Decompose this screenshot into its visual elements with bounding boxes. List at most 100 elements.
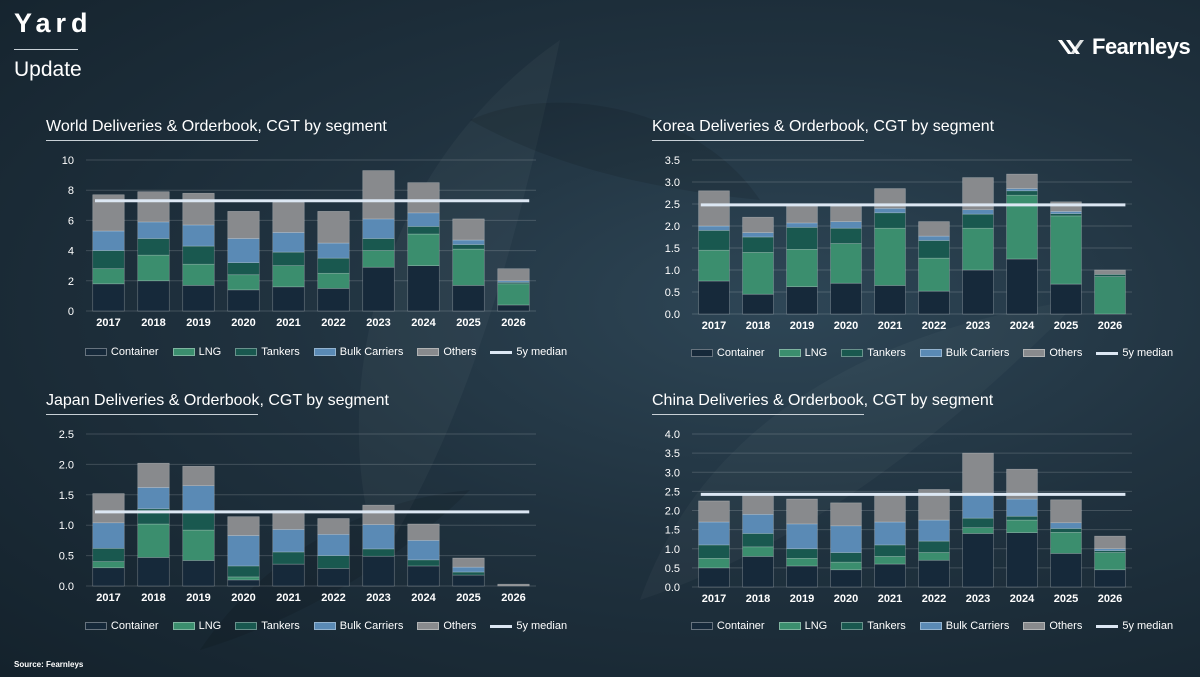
bar-segment-bulk-carriers xyxy=(918,235,950,241)
bar-segment-lng xyxy=(497,283,530,306)
x-tick-label: 2021 xyxy=(878,320,902,332)
japan-chart-svg: 0.0 0.5 1.0 1.5 2.0 2.5 2017 2018 2019 2020 2021 20… xyxy=(59,429,536,604)
y-tick-label: 6 xyxy=(68,215,74,227)
bar-segment-others xyxy=(1006,173,1038,189)
legend-item-others: Others xyxy=(417,620,476,632)
legend-swatch xyxy=(1023,349,1046,357)
bar-segment-lng xyxy=(742,546,774,557)
bar-segment-tankers xyxy=(830,552,862,563)
world-chart-panel: World Deliveries & Orderbook, CGT by seg… xyxy=(46,118,606,376)
legend-item-others: Others xyxy=(1023,620,1082,632)
legend-swatch xyxy=(778,622,801,630)
bar-segment-lng xyxy=(1094,552,1126,571)
x-tick-label: 2024 xyxy=(411,317,436,329)
legend-swatch xyxy=(841,349,864,357)
x-tick-label: 2020 xyxy=(231,317,255,329)
chart-legend: Container LNG Tankers Bulk Carriers Others 5y… xyxy=(46,346,606,358)
legend-label: Container xyxy=(110,620,159,632)
bar-segment-others xyxy=(830,502,862,527)
chart-title-underline xyxy=(652,414,864,415)
bar-segment-lng xyxy=(830,243,862,284)
bar-segment-others xyxy=(407,523,440,541)
x-tick-label: 2022 xyxy=(922,320,946,332)
x-tick-label: 2025 xyxy=(456,317,480,329)
y-tick-label: 1.0 xyxy=(665,265,680,277)
bar-segment-container xyxy=(407,265,440,312)
bar-segment-bulk-carriers xyxy=(874,208,906,214)
bar-segment-tankers xyxy=(1094,274,1126,277)
y-tick-label: 0.0 xyxy=(665,582,680,594)
legend-swatch xyxy=(841,622,864,630)
x-tick-label: 2022 xyxy=(321,317,345,329)
legend-swatch xyxy=(1096,351,1119,355)
bar-segment-bulk-carriers xyxy=(1050,522,1082,529)
legend-swatch xyxy=(778,349,801,357)
bar-segment-others xyxy=(497,583,530,587)
bar-segment-container xyxy=(742,293,774,315)
bar-segment-bulk-carriers xyxy=(137,487,170,510)
bar-segment-container xyxy=(1094,569,1126,588)
bar-segment-container xyxy=(137,557,170,587)
bar-segment-bulk-carriers xyxy=(317,534,350,556)
legend-swatch xyxy=(235,348,258,356)
x-tick-label: 2021 xyxy=(878,593,902,605)
bar-segment-others xyxy=(918,221,950,237)
legend-label: Others xyxy=(1049,620,1083,632)
bar-segment-tankers xyxy=(182,512,215,531)
bar-segment-lng xyxy=(742,252,774,295)
y-tick-label: 1.5 xyxy=(665,525,680,537)
world-chart-svg: 0 2 4 6 8 10 2017 2018 2019 2020 2021 2022 2023 2024 2… xyxy=(62,155,536,329)
chart-title: China Deliveries & Orderbook, CGT by seg… xyxy=(652,392,994,409)
bar-segment-container xyxy=(92,567,125,587)
legend-swatch xyxy=(417,348,440,356)
bar-segment-tankers xyxy=(698,230,730,251)
bar-segment-container xyxy=(227,289,260,312)
bar-segment-bulk-carriers xyxy=(407,212,440,227)
legend-swatch xyxy=(172,348,195,356)
bar-segment-bulk-carriers xyxy=(786,222,818,228)
bar-segment-bulk-carriers xyxy=(962,209,994,215)
bar-segment-lng xyxy=(182,529,215,561)
bar-segment-lng xyxy=(874,227,906,286)
bar-segment-bulk-carriers xyxy=(407,540,440,561)
x-tick-label: 2026 xyxy=(501,592,525,604)
bar-segment-lng xyxy=(918,552,950,561)
chart-title-underline xyxy=(46,414,258,415)
y-tick-label: 3.5 xyxy=(665,448,680,460)
y-tick-label: 0.5 xyxy=(59,551,74,563)
bar-segment-container xyxy=(1050,283,1082,315)
bar-segment-tankers xyxy=(272,251,305,267)
x-tick-label: 2018 xyxy=(141,592,165,604)
bar-segment-container xyxy=(1050,553,1082,588)
bar-segment-lng xyxy=(918,257,950,292)
y-tick-label: 2.5 xyxy=(665,486,680,498)
bar-segment-tankers xyxy=(92,250,125,270)
legend-label: 5y median xyxy=(516,620,568,632)
bar-segment-others xyxy=(362,504,395,525)
bar-segment-lng xyxy=(962,227,994,271)
bar-segment-lng xyxy=(227,274,260,291)
bar-segment-container xyxy=(830,282,862,315)
bar-segment-bulk-carriers xyxy=(137,221,170,239)
x-tick-label: 2025 xyxy=(456,592,480,604)
legend-swatch xyxy=(919,349,942,357)
bar-segment-tankers xyxy=(317,257,350,274)
bar-segment-bulk-carriers xyxy=(874,521,906,546)
bar-segment-container xyxy=(874,285,906,315)
bar-segment-container xyxy=(1006,532,1038,588)
y-tick-label: 2.0 xyxy=(59,459,74,471)
bar-segment-others xyxy=(452,218,485,241)
x-tick-label: 2026 xyxy=(501,317,525,329)
y-tick-label: 1.0 xyxy=(59,520,74,532)
bar-segment-others xyxy=(182,465,215,486)
brand-logo: Fearnleys xyxy=(1056,34,1191,60)
legend-swatch xyxy=(417,622,440,630)
legend-item-5y-median: 5y median xyxy=(1096,347,1173,359)
bar-segment-others xyxy=(742,494,774,515)
y-tick-label: 1.5 xyxy=(665,243,680,255)
chart-title-underline xyxy=(46,140,258,141)
bar-segment-tankers xyxy=(830,227,862,244)
chart-title: Korea Deliveries & Orderbook, CGT by seg… xyxy=(652,118,995,135)
bar-segment-others xyxy=(1094,535,1126,550)
legend-swatch xyxy=(690,622,713,630)
